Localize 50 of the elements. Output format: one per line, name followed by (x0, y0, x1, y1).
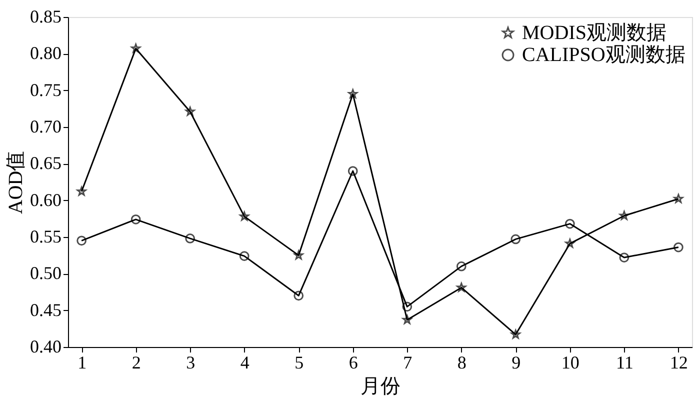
x-tick-label: 1 (78, 352, 87, 372)
point (619, 210, 629, 220)
x-tick-label: 4 (240, 352, 250, 372)
y-tick-label: 0.60 (30, 190, 62, 210)
y-axis-title: AOD值 (5, 150, 27, 214)
x-tick-label: 11 (616, 352, 634, 372)
y-tick-label: 0.45 (30, 300, 62, 320)
point (564, 218, 575, 229)
point (402, 314, 412, 324)
y-tick-label: 0.85 (30, 6, 62, 26)
x-tick-label: 6 (348, 352, 358, 372)
point (674, 242, 684, 252)
point (240, 212, 250, 221)
point (402, 302, 412, 312)
x-tick-label: 7 (403, 352, 412, 372)
y-tick-label: 0.55 (30, 226, 62, 246)
point (131, 44, 141, 53)
point (456, 282, 466, 292)
point (348, 166, 358, 176)
point (76, 186, 86, 196)
y-tick-label: 0.50 (30, 263, 62, 284)
y-tick-label: 0.80 (30, 43, 62, 64)
x-tick-label: 2 (132, 352, 141, 372)
x-axis-title: 月份 (360, 376, 400, 398)
x-tick-label: 8 (457, 352, 466, 372)
legend-label: CALIPSO观测数据 (522, 44, 686, 66)
x-tick-label: 3 (186, 352, 196, 372)
point (294, 250, 304, 260)
y-tick-label: 0.70 (30, 116, 62, 136)
point (619, 252, 630, 262)
point (76, 236, 86, 246)
point (130, 214, 141, 224)
point (348, 89, 358, 98)
x-tick-label: 5 (294, 352, 304, 372)
point (456, 261, 466, 272)
y-tick-label: 0.75 (30, 80, 62, 100)
point (674, 194, 684, 204)
y-tick-label: 0.40 (30, 336, 62, 356)
y-tick-label: 0.65 (30, 153, 62, 174)
point (185, 234, 196, 244)
point (185, 106, 195, 116)
x-tick-label: 12 (670, 352, 688, 372)
x-tick-label: 10 (561, 352, 580, 372)
point (294, 290, 304, 301)
x-tick-label: 9 (512, 352, 521, 372)
point (239, 251, 250, 261)
legend-label: MODIS观测数据 (522, 22, 666, 44)
point (510, 330, 520, 339)
point (510, 234, 521, 244)
point (565, 238, 575, 248)
